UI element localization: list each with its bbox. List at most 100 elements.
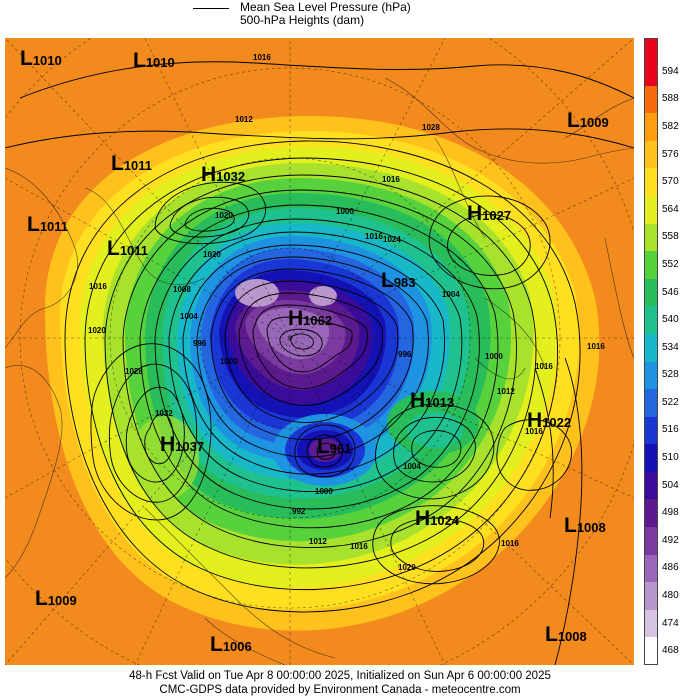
- colorbar-swatch: [644, 389, 658, 418]
- colorbar-tick-label: 504: [662, 479, 679, 491]
- colorbar-swatch: [644, 361, 658, 390]
- low-pressure-center: L1006: [210, 634, 252, 655]
- pressure-center-letter: H: [467, 202, 483, 225]
- pressure-center-value: 1008: [557, 629, 587, 644]
- colorbar-tick-label: 546: [662, 286, 679, 298]
- colorbar-tick-label: 534: [662, 341, 679, 353]
- high-pressure-center: H1022: [527, 410, 571, 431]
- pressure-center-letter: L: [27, 213, 40, 236]
- high-pressure-center: H1032: [201, 164, 245, 185]
- isobar-value-label: 1008: [173, 285, 191, 294]
- pressure-center-value: 1009: [47, 593, 77, 608]
- low-961-band-498: [309, 438, 341, 462]
- pressure-center-letter: L: [564, 514, 577, 537]
- isobar-value-label: 1028: [422, 123, 440, 132]
- isobar-value-label: 1024: [383, 235, 401, 244]
- isobar-value-label: 1016: [382, 175, 400, 184]
- isobar-value-label: 996: [398, 350, 412, 359]
- height-band-480-east: [309, 286, 337, 306]
- pressure-center-letter: L: [111, 152, 124, 175]
- isobar-value-label: 1012: [309, 537, 327, 546]
- colorbar-tick-label: 522: [662, 396, 679, 408]
- pressure-center-letter: H: [201, 163, 217, 186]
- colorbar-tick-label: 558: [662, 231, 679, 243]
- low-pressure-center: L1010: [20, 48, 62, 69]
- isobar-value-label: 1004: [180, 312, 198, 321]
- colorbar-swatch: [644, 58, 658, 87]
- high-pressure-center: H1062: [288, 308, 332, 329]
- map-fields-svg: [5, 38, 634, 665]
- isobar-value-label: 1020: [203, 250, 221, 259]
- pressure-center-value: 1011: [123, 158, 153, 173]
- isobar-value-label: 1004: [442, 290, 460, 299]
- colorbar-tick-label: 564: [662, 203, 679, 215]
- high-pressure-center: H1024: [415, 508, 459, 529]
- colorbar-tick-label: 474: [662, 617, 679, 629]
- isobar-value-label: 1012: [235, 115, 253, 124]
- pressure-center-value: 1008: [576, 520, 606, 535]
- pressure-center-letter: L: [210, 633, 223, 656]
- high-pressure-center: H1037: [160, 434, 204, 455]
- colorbar-swatch: [644, 333, 658, 362]
- isobars: [5, 61, 634, 665]
- legend-heights-label: 500-hPa Heights (dam): [240, 13, 365, 27]
- colorbar-tick-label: 468: [662, 645, 679, 657]
- map-footer: 48-h Fcst Valid on Tue Apr 8 00:00:00 20…: [0, 668, 680, 700]
- isobar-value-label: 1016: [535, 362, 553, 371]
- isobar-value-label: 1028: [125, 367, 143, 376]
- isobar-value-label: 1016: [587, 342, 605, 351]
- colorbar-swatch: [644, 527, 658, 556]
- low-pressure-center: L1010: [133, 50, 175, 71]
- colorbar-tick-label: 516: [662, 424, 679, 436]
- colorbar-swatch: [644, 609, 658, 638]
- isobar-value-label: 1020: [215, 211, 233, 220]
- isobar-value-label: 1016: [350, 542, 368, 551]
- footer-valid-time: 48-h Fcst Valid on Tue Apr 8 00:00:00 20…: [129, 670, 551, 682]
- southwest-lobe: [131, 416, 199, 500]
- high-pressure-center: H1027: [467, 203, 511, 224]
- pressure-center-value: 1013: [425, 395, 455, 410]
- colorbar-swatch: [644, 444, 658, 473]
- colorbar-swatch: [644, 195, 658, 225]
- isobar-value-label: 1020: [88, 326, 106, 335]
- pressure-center-value: 1024: [430, 513, 460, 528]
- colorbar-swatch: [644, 278, 658, 307]
- colorbar-swatch: [644, 223, 658, 252]
- pressure-center-letter: L: [381, 269, 394, 292]
- pressure-center-value: 1011: [39, 219, 69, 234]
- isobar-value-label: 1016: [501, 539, 519, 548]
- legend-mslp-label: Mean Sea Level Pressure (hPa): [240, 0, 411, 14]
- isobar-value-label: 1020: [398, 563, 416, 572]
- isobar-value-label: 1016: [365, 232, 383, 241]
- colorbar-swatch: [644, 168, 658, 197]
- weather-map: 1016 1028 1012 1016 1020 1020 1016 1000 1004 996 1…: [5, 38, 634, 665]
- isobar-value-label: 1000: [315, 487, 333, 496]
- colorbar-tick-label: 498: [662, 507, 679, 519]
- isobar-value-label: 1000: [336, 207, 354, 216]
- colorbar-swatch: [644, 85, 658, 114]
- low-pressure-center: L1009: [35, 588, 77, 609]
- pressure-center-letter: H: [288, 307, 304, 330]
- isobar-value-label: 1032: [155, 409, 173, 418]
- colorbar-swatch: [644, 113, 658, 142]
- pressure-center-letter: L: [133, 49, 146, 72]
- height-band-480-west: [235, 279, 279, 307]
- low-pressure-center: L1009: [567, 110, 609, 131]
- legend-line-sample: [193, 8, 229, 9]
- pressure-center-value: 983: [393, 275, 416, 290]
- pressure-center-letter: L: [545, 623, 558, 646]
- colorbar-tick-label: 510: [662, 452, 679, 464]
- pressure-center-letter: L: [107, 237, 120, 260]
- pressure-center-value: 961: [329, 441, 352, 456]
- colorbar-tick-label: 528: [662, 369, 679, 381]
- isobar-value-label: 1016: [525, 427, 543, 436]
- colorbar-tick-label: 492: [662, 534, 679, 546]
- pressure-center-letter: H: [410, 389, 426, 412]
- low-pressure-center: L1008: [545, 624, 587, 645]
- low-pressure-center: L1011: [27, 214, 68, 235]
- colorbar-swatch: [644, 306, 658, 335]
- pressure-center-value: 1027: [482, 208, 512, 223]
- low-pressure-center: L983: [381, 270, 416, 291]
- pressure-center-letter: L: [317, 435, 330, 458]
- colorbar-tick-label: 588: [662, 93, 679, 105]
